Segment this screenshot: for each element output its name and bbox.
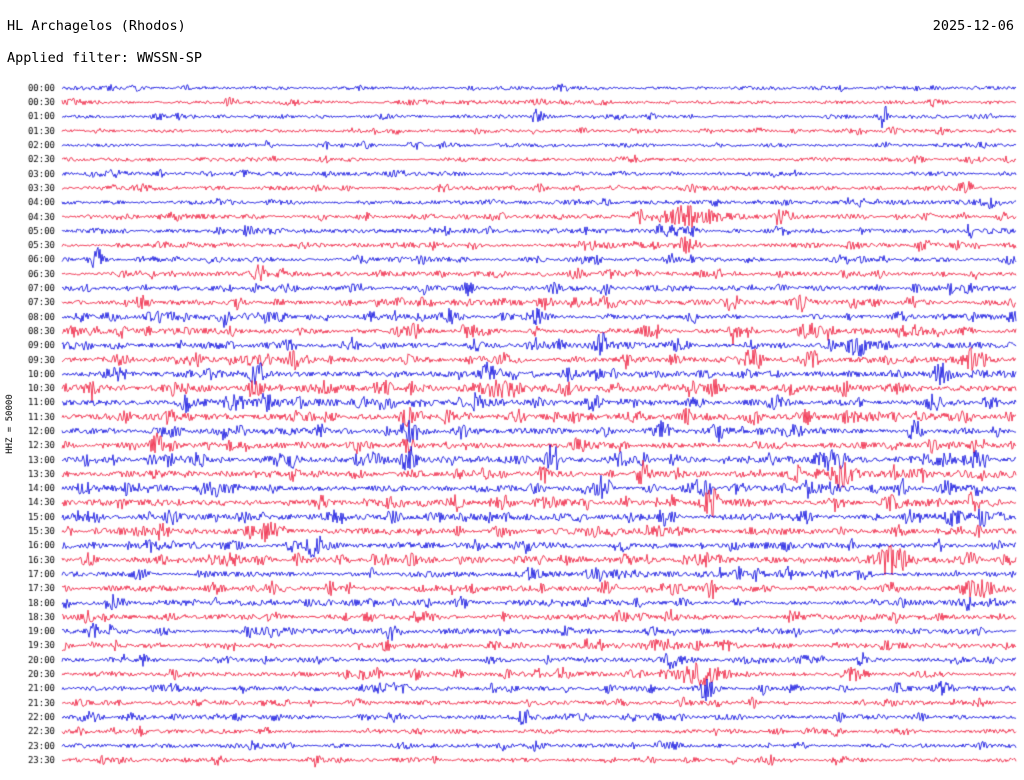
- filter-row: Applied filter: WWSSN-SP: [7, 50, 202, 66]
- date-label: 2025-12-06: [932, 18, 1014, 34]
- filter-label: Applied filter: WWSSN-SP: [7, 50, 203, 66]
- y-axis-scale-label: HHZ = 50000: [5, 394, 15, 454]
- header-row: HL Archagelos (Rhodos) 2025-12-06: [7, 18, 1014, 34]
- station-title: HL Archagelos (Rhodos): [7, 18, 186, 34]
